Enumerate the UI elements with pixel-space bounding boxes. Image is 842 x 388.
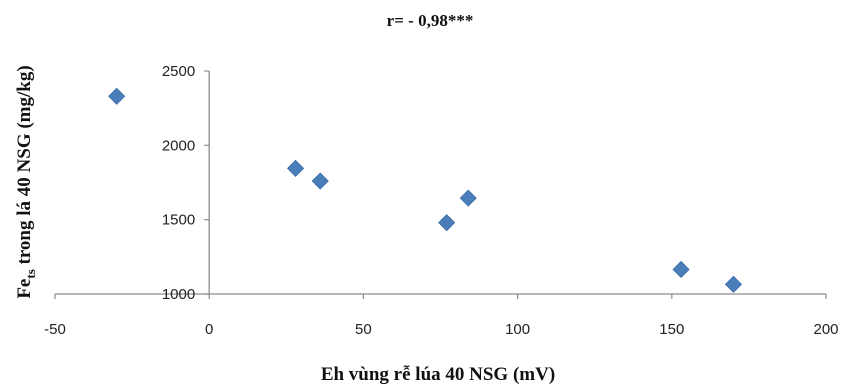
x-tick-label: 50: [355, 321, 372, 338]
data-point: [672, 260, 690, 279]
x-tick-label: -50: [44, 321, 66, 338]
y-tick-label: 1000: [162, 286, 195, 303]
chart-title: r= - 0,98***: [387, 11, 474, 30]
data-point: [311, 172, 329, 190]
y-tick-label: 1500: [162, 212, 195, 229]
data-points: [108, 87, 743, 293]
y-tick-label: 2500: [162, 63, 195, 80]
x-tick-label: 100: [505, 321, 530, 338]
y-axis-label-main: Fe: [14, 279, 35, 299]
y-axis-label-subscript: ts: [23, 269, 38, 278]
x-tick-label: 150: [659, 321, 684, 338]
data-point: [724, 275, 743, 293]
x-axis-label: Eh vùng rễ lúa 40 NSG (mV): [321, 364, 555, 385]
x-tick-label: 200: [813, 321, 838, 338]
data-point: [438, 214, 456, 232]
data-point: [108, 87, 126, 105]
axes: [54, 70, 827, 299]
x-tick-labels: -50 0 50 100 150 200: [44, 321, 838, 338]
y-axis-label: Fets trong lá 40 NSG (mg/kg): [14, 65, 38, 298]
data-point: [286, 159, 305, 177]
y-tick-labels: 1000 1500 2000 2500: [162, 63, 195, 303]
y-tick-label: 2000: [162, 137, 195, 154]
y-axis-label-rest: trong lá 40 NSG (mg/kg): [14, 65, 35, 269]
x-tick-label: 0: [205, 321, 213, 338]
data-point: [459, 189, 477, 207]
